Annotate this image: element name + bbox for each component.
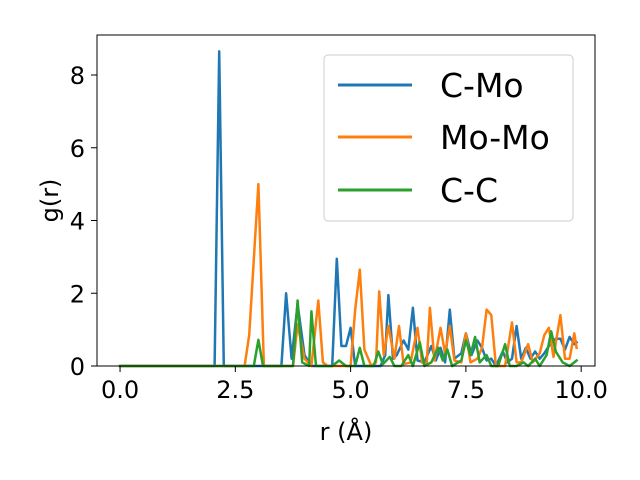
x-tick-label: 10.0 [554,376,607,404]
x-tick-label: 2.5 [216,376,254,404]
x-tick-label: 5.0 [332,376,370,404]
legend: C-Mo Mo-Mo C-C [323,54,574,222]
y-tick-label: 6 [70,135,85,163]
y-tick-label: 2 [70,280,85,308]
legend-box [323,54,574,222]
y-tick-label: 0 [70,353,85,381]
legend-label-mo-mo: Mo-Mo [440,118,550,157]
x-tick-label: 7.5 [447,376,485,404]
legend-label-c-c: C-C [440,171,498,210]
y-tick-label: 8 [70,62,85,90]
legend-label-c-mo: C-Mo [440,66,524,105]
x-axis-label: r (Å) [320,417,373,446]
y-tick-label: 4 [70,208,85,236]
series-line-mo-mo [118,182,579,368]
ticks-layer: 0.0 2.5 5.0 7.5 10.0 0 2 4 6 8 [70,62,608,404]
x-tick-label: 0.0 [101,376,139,404]
plot-frame [96,34,596,367]
y-axis-label: g(r) [36,179,64,223]
series-line-c-c [118,299,579,368]
